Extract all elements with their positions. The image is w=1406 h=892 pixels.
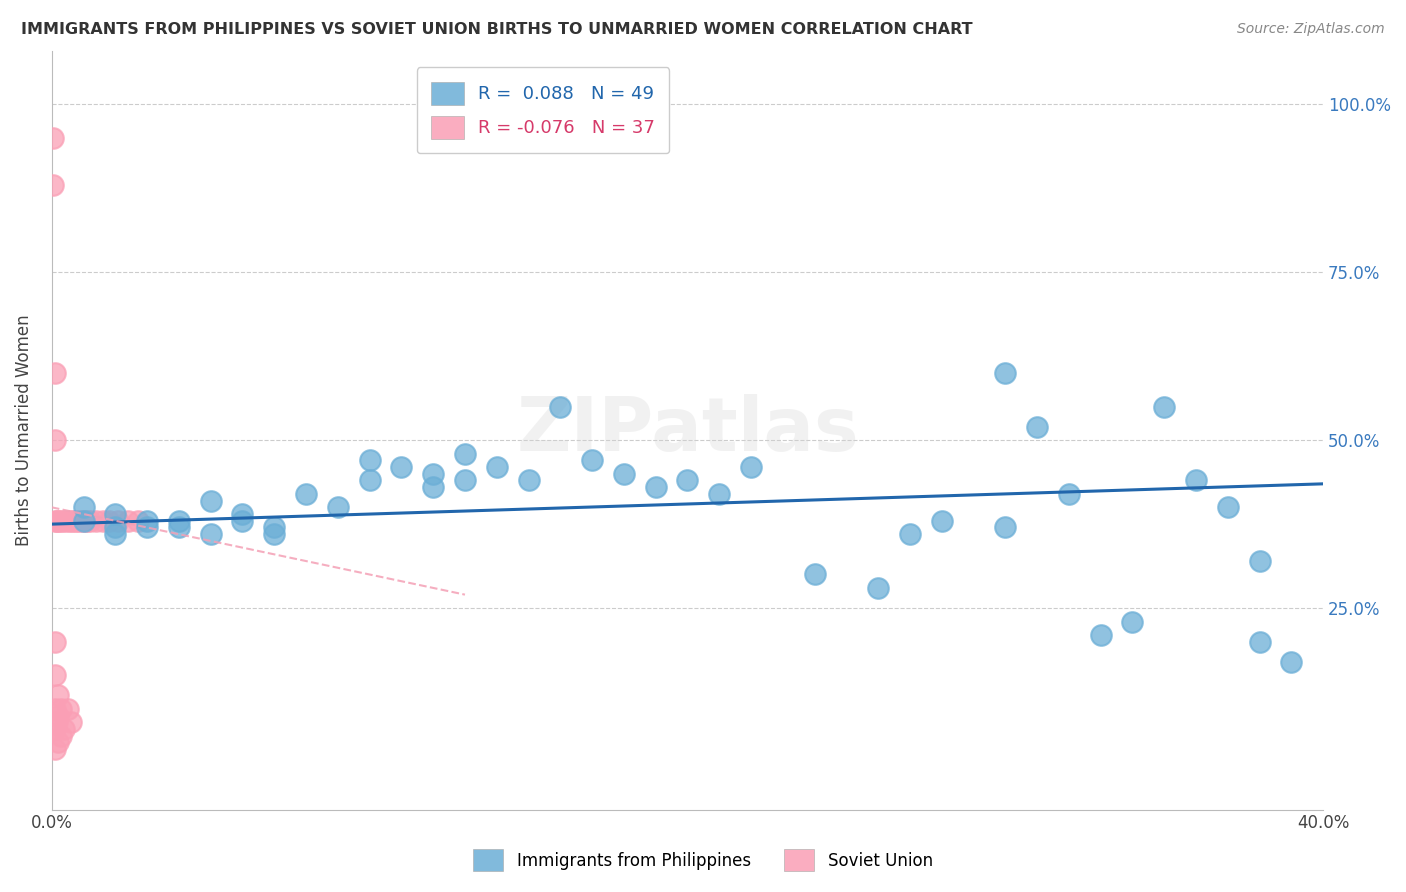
- Point: [63, 514, 86, 528]
- Point: [97, 514, 120, 528]
- Point: [44, 722, 66, 736]
- Point: [200, 527, 222, 541]
- Point: [51, 514, 73, 528]
- Point: [46, 689, 69, 703]
- Legend: Immigrants from Philippines, Soviet Union: Immigrants from Philippines, Soviet Unio…: [465, 841, 941, 880]
- Point: [263, 527, 285, 541]
- Point: [107, 514, 129, 528]
- Point: [517, 474, 540, 488]
- Point: [359, 453, 381, 467]
- Point: [53, 514, 76, 528]
- Point: [45, 715, 67, 730]
- Point: [72, 514, 94, 528]
- Point: [1185, 474, 1208, 488]
- Point: [167, 520, 190, 534]
- Point: [44, 702, 66, 716]
- Point: [167, 514, 190, 528]
- Point: [79, 514, 101, 528]
- Point: [454, 474, 477, 488]
- Point: [740, 460, 762, 475]
- Point: [136, 514, 159, 528]
- Point: [676, 474, 699, 488]
- Point: [69, 514, 91, 528]
- Point: [994, 520, 1017, 534]
- Point: [1090, 628, 1112, 642]
- Legend: R =  0.088   N = 49, R = -0.076   N = 37: R = 0.088 N = 49, R = -0.076 N = 37: [416, 67, 669, 153]
- Point: [44, 668, 66, 682]
- Point: [91, 514, 114, 528]
- Point: [898, 527, 921, 541]
- Point: [359, 474, 381, 488]
- Point: [45, 514, 67, 528]
- Text: ZIPatlas: ZIPatlas: [516, 393, 859, 467]
- Point: [136, 520, 159, 534]
- Point: [84, 514, 107, 528]
- Point: [42, 178, 65, 192]
- Point: [104, 520, 127, 534]
- Point: [868, 581, 890, 595]
- Point: [72, 500, 94, 515]
- Point: [59, 715, 82, 730]
- Point: [454, 447, 477, 461]
- Point: [931, 514, 953, 528]
- Point: [66, 514, 89, 528]
- Point: [1279, 655, 1302, 669]
- Point: [326, 500, 349, 515]
- Point: [46, 708, 69, 723]
- Point: [644, 480, 666, 494]
- Point: [1026, 419, 1049, 434]
- Point: [485, 460, 508, 475]
- Point: [994, 366, 1017, 380]
- Point: [44, 433, 66, 447]
- Point: [295, 487, 318, 501]
- Point: [53, 722, 76, 736]
- Point: [104, 527, 127, 541]
- Point: [46, 514, 69, 528]
- Point: [613, 467, 636, 481]
- Point: [389, 460, 412, 475]
- Y-axis label: Births to Unmarried Women: Births to Unmarried Women: [15, 314, 32, 546]
- Point: [51, 702, 73, 716]
- Point: [200, 493, 222, 508]
- Point: [59, 514, 82, 528]
- Point: [1057, 487, 1080, 501]
- Text: IMMIGRANTS FROM PHILIPPINES VS SOVIET UNION BIRTHS TO UNMARRIED WOMEN CORRELATIO: IMMIGRANTS FROM PHILIPPINES VS SOVIET UN…: [21, 22, 973, 37]
- Point: [1249, 554, 1271, 568]
- Point: [44, 366, 66, 380]
- Point: [46, 735, 69, 749]
- Point: [72, 514, 94, 528]
- Point: [422, 480, 444, 494]
- Point: [104, 507, 127, 521]
- Point: [581, 453, 603, 467]
- Point: [42, 131, 65, 145]
- Point: [56, 514, 79, 528]
- Point: [709, 487, 731, 501]
- Point: [1121, 615, 1143, 629]
- Point: [422, 467, 444, 481]
- Point: [76, 514, 98, 528]
- Point: [44, 634, 66, 648]
- Point: [1216, 500, 1239, 515]
- Point: [56, 702, 79, 716]
- Point: [1249, 634, 1271, 648]
- Point: [44, 742, 66, 756]
- Point: [231, 507, 253, 521]
- Point: [231, 514, 253, 528]
- Point: [1153, 400, 1175, 414]
- Point: [117, 514, 139, 528]
- Point: [51, 729, 73, 743]
- Text: Source: ZipAtlas.com: Source: ZipAtlas.com: [1237, 22, 1385, 37]
- Point: [44, 514, 66, 528]
- Point: [127, 514, 149, 528]
- Point: [803, 567, 825, 582]
- Point: [263, 520, 285, 534]
- Point: [550, 400, 572, 414]
